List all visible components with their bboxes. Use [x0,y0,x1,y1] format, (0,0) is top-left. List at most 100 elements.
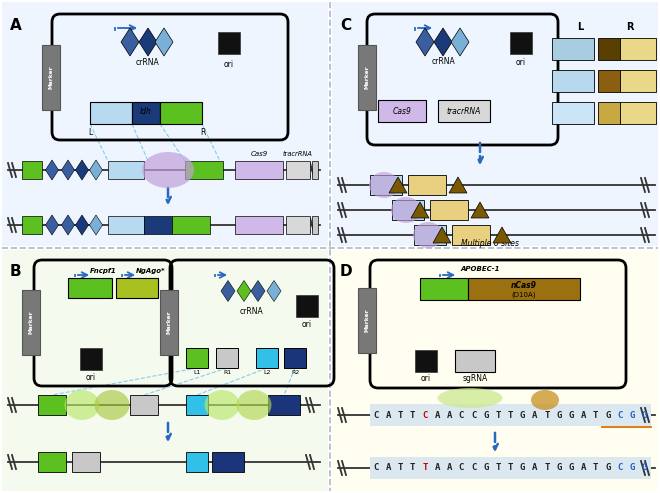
Text: ori: ori [302,320,312,329]
Bar [172,216,210,234]
Ellipse shape [531,390,559,410]
Text: A: A [532,411,537,420]
Text: C: C [340,18,351,33]
Polygon shape [251,281,265,302]
Bar [235,216,283,234]
Text: Marker: Marker [166,311,172,334]
Text: Cas9: Cas9 [393,106,411,115]
Bar [38,395,66,415]
Bar [358,45,376,110]
Text: APOBEC-1: APOBEC-1 [460,266,500,272]
Polygon shape [471,202,489,218]
Bar [2,250,328,491]
Text: C: C [617,411,623,420]
Bar [38,452,66,472]
Text: T: T [496,411,501,420]
Text: G: G [520,463,525,472]
Bar [552,70,594,92]
Text: L2: L2 [263,370,271,375]
Bar [620,70,656,92]
Polygon shape [493,227,511,243]
Text: R: R [200,128,205,137]
Polygon shape [46,215,59,235]
Polygon shape [267,281,281,302]
Text: C: C [422,411,428,420]
Text: ori: ori [421,374,431,383]
Bar [72,452,100,472]
Text: tracrRNA: tracrRNA [283,151,313,157]
Text: T: T [410,411,415,420]
Text: T: T [496,463,501,472]
Text: T: T [508,463,513,472]
Polygon shape [449,177,467,193]
Text: sgRNA: sgRNA [463,374,488,383]
Bar [186,348,208,368]
Ellipse shape [65,390,100,420]
Bar [218,32,240,54]
Bar [312,161,318,179]
Text: Fncpf1: Fncpf1 [90,268,117,274]
Polygon shape [75,215,88,235]
Polygon shape [411,202,429,218]
Bar [2,2,328,246]
Text: T: T [544,463,550,472]
Bar [42,45,60,110]
Text: G: G [483,411,488,420]
Bar [185,161,223,179]
Polygon shape [416,28,434,56]
Text: L1: L1 [193,370,201,375]
Polygon shape [90,160,102,180]
Ellipse shape [205,390,240,420]
Bar [552,102,594,124]
Bar [186,395,208,415]
Text: Cas9: Cas9 [250,151,267,157]
Text: Marker: Marker [364,309,370,332]
Bar [598,70,620,92]
Bar [370,457,651,479]
Text: T: T [544,411,550,420]
Text: C: C [471,463,477,472]
Bar [598,38,620,60]
Ellipse shape [391,197,421,223]
Text: crRNA: crRNA [136,58,160,67]
Bar [90,102,132,124]
Text: R: R [626,22,634,32]
Bar [256,348,278,368]
Bar [108,161,144,179]
Text: A: A [532,463,537,472]
Polygon shape [433,227,451,243]
Bar [160,290,178,355]
Text: G: G [642,463,647,472]
Bar [510,32,532,54]
Polygon shape [451,28,469,56]
Text: R2: R2 [291,370,299,375]
Text: A: A [581,463,586,472]
Bar [620,38,656,60]
Text: A: A [434,463,440,472]
Bar [22,216,42,234]
Polygon shape [90,215,102,235]
Ellipse shape [413,222,443,248]
Bar [332,250,658,491]
Polygon shape [237,281,251,302]
Text: G: G [630,411,635,420]
Polygon shape [434,28,452,56]
Bar [235,161,283,179]
Ellipse shape [236,390,271,420]
Text: A: A [385,463,391,472]
Text: Marker: Marker [28,311,34,334]
Text: A: A [385,411,391,420]
Bar [552,38,594,60]
Text: C: C [459,411,464,420]
Text: ori: ori [86,373,96,382]
Text: Marker: Marker [48,66,53,89]
Polygon shape [389,177,407,193]
Text: (D10A): (D10A) [512,292,536,298]
Bar [430,200,468,220]
Bar [286,216,310,234]
Text: G: G [569,463,574,472]
Text: C: C [617,463,623,472]
Bar [620,102,656,124]
Text: G: G [605,463,610,472]
Bar [332,2,658,246]
